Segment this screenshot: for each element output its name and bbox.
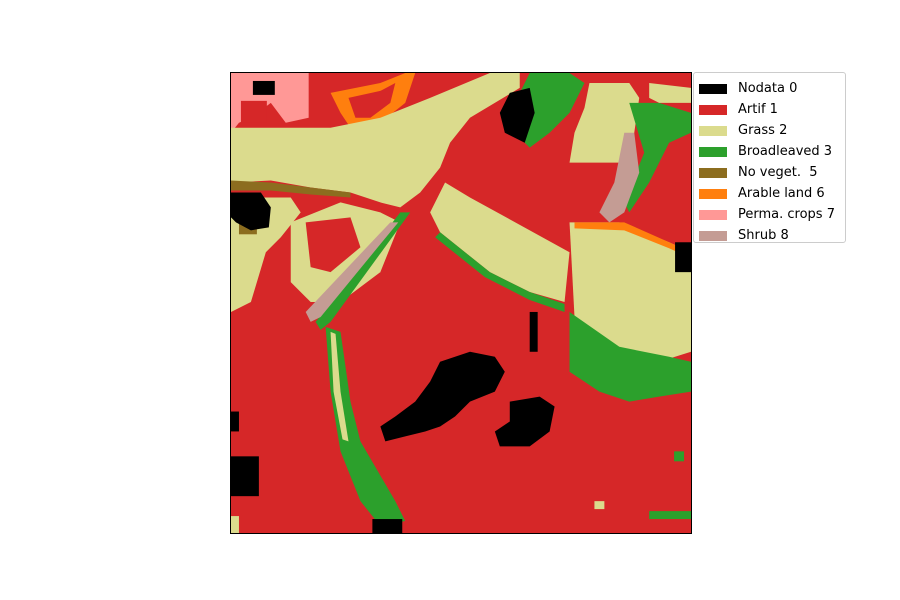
legend-item: Nodata 0 <box>699 78 837 99</box>
broadleaved-central-edge <box>435 232 565 312</box>
legend-swatch <box>699 209 727 220</box>
grass-right-top <box>649 82 691 103</box>
arable-right-edge <box>574 222 691 259</box>
grass-band-upper-left <box>231 73 520 208</box>
artif-block-top-left <box>240 100 267 123</box>
legend-label: Shrub 8 <box>738 228 789 243</box>
grass-fleck-2 <box>231 516 239 533</box>
broadleaved-lower-wedge <box>325 326 406 527</box>
legend-swatch <box>699 83 727 94</box>
broadleaved-upper-right <box>514 73 585 148</box>
nodata-lower-left <box>231 456 259 497</box>
legend-item: Artif 1 <box>699 99 837 120</box>
nodata-central-blob <box>380 351 505 442</box>
legend-label: Nodata 0 <box>738 81 798 96</box>
legend-label: Broadleaved 3 <box>738 144 833 159</box>
nodata-upper-right <box>499 87 535 143</box>
shrub-right-strip <box>599 132 640 223</box>
land-cover-raster <box>231 73 691 533</box>
nodata-right-edge <box>675 242 691 273</box>
legend-item: No veget. 5 <box>699 162 837 183</box>
artif-top-inner <box>348 82 396 118</box>
nodata-patch-top-left <box>252 80 275 95</box>
broadleaved-lower-right <box>569 311 691 402</box>
grass-lower-wedge <box>330 331 349 442</box>
legend-swatch <box>699 188 727 199</box>
nodata-left-small <box>231 411 239 432</box>
legend-swatch <box>699 125 727 136</box>
land-cover-map <box>230 72 692 534</box>
nodata-bottom <box>372 519 403 533</box>
legend-item: Perma. crops 7 <box>699 204 837 225</box>
nodata-blob-left <box>231 192 271 231</box>
grass-upper-right <box>569 82 640 163</box>
no-veget-strip <box>231 180 351 198</box>
nodata-central-right <box>494 396 555 447</box>
broadleaved-fleck <box>649 511 691 520</box>
grass-central-diagonal <box>430 182 570 303</box>
grass-fleck <box>594 501 605 510</box>
legend-swatch <box>699 167 727 178</box>
map-legend: Nodata 0 Artif 1 Grass 2 Broadleaved 3 No ve… <box>693 72 846 243</box>
legend-label: No veget. 5 <box>738 165 818 180</box>
legend-swatch <box>699 230 727 241</box>
legend-item: Grass 2 <box>699 120 837 141</box>
broadleaved-fleck-2 <box>674 451 685 462</box>
broadleaved-diagonal-road <box>315 212 411 330</box>
legend-item: Broadleaved 3 <box>699 141 837 162</box>
grass-right-panel <box>569 222 691 362</box>
legend-label: Artif 1 <box>738 102 778 117</box>
legend-swatch <box>699 146 727 157</box>
artif-patch-left-mid <box>305 217 361 273</box>
nodata-vertical-bar <box>529 311 538 352</box>
legend-label: Arable land 6 <box>738 186 825 201</box>
legend-label: Perma. crops 7 <box>738 207 835 222</box>
legend-label: Grass 2 <box>738 123 788 138</box>
legend-item: Arable land 6 <box>699 183 837 204</box>
broadleaved-right-strip <box>624 102 691 213</box>
legend-item: Shrub 8 <box>699 225 837 246</box>
shrub-diagonal-road <box>305 222 399 322</box>
legend-swatch <box>699 104 727 115</box>
